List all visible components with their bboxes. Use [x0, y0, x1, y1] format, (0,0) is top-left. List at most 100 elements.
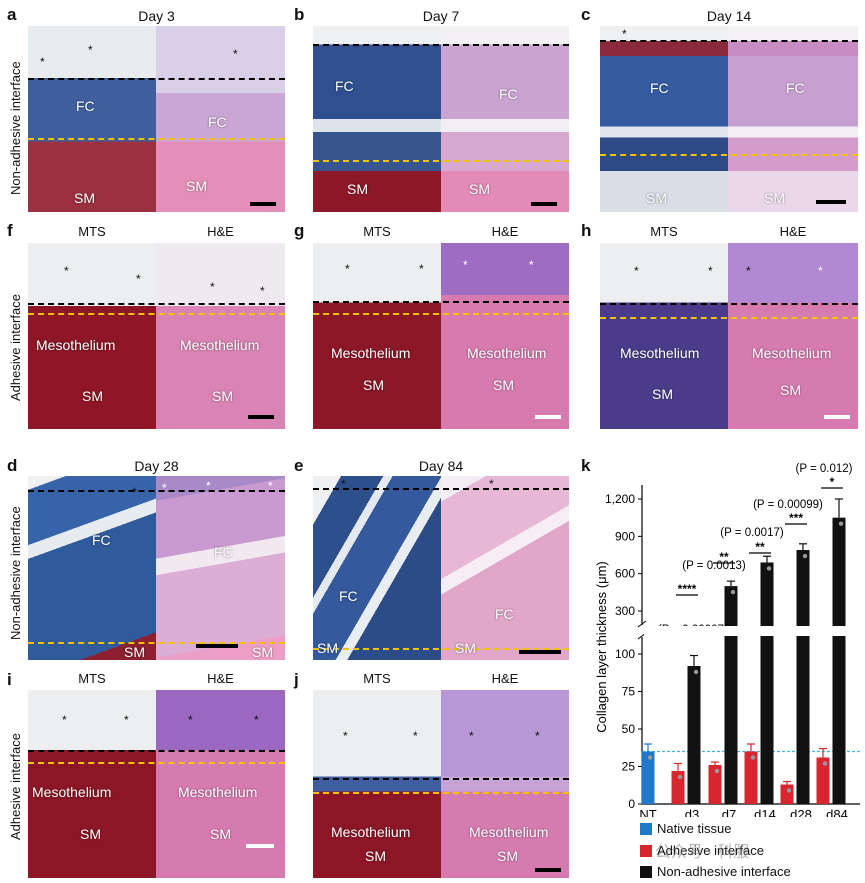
star-mark: *	[233, 47, 238, 61]
histology-image-a: * * * FC FC SM SM	[28, 26, 285, 212]
legend-swatch-native	[640, 823, 652, 835]
histology-image-i: * * * * Mesothelium Mesothelium SM SM	[28, 690, 285, 878]
scale-bar	[519, 650, 561, 654]
sm-label: SM	[363, 377, 384, 393]
histology-image-j: * * * * Mesothelium Mesothelium SM SM	[313, 690, 569, 878]
stain-label-he-j: H&E	[491, 671, 519, 686]
histology-image-h: * * * * Mesothelium Mesothelium SM SM	[600, 243, 858, 429]
star-mark: *	[535, 729, 540, 743]
star-mark: *	[413, 729, 418, 743]
row-label-non-adhesive-top: Non-adhesive interface	[8, 61, 23, 195]
panel-title-c: Day 14	[706, 8, 752, 24]
sm-label: SM	[493, 377, 514, 393]
stain-label-mts-j: MTS	[363, 671, 391, 686]
fc-label: FC	[92, 532, 111, 548]
star-mark: *	[469, 729, 474, 743]
scale-bar	[246, 844, 274, 848]
sm-label: SM	[212, 388, 233, 404]
fc-label: FC	[76, 98, 95, 114]
star-mark: *	[708, 264, 713, 278]
star-mark: *	[136, 272, 141, 286]
data-point	[822, 761, 828, 766]
sm-label: SM	[780, 382, 801, 398]
mesothelium-label: Mesothelium	[178, 784, 258, 800]
sm-label: SM	[252, 644, 273, 660]
stain-label-he-i: H&E	[207, 671, 234, 686]
data-point	[693, 669, 699, 675]
sm-label: SM	[347, 181, 368, 197]
data-point	[802, 553, 808, 559]
sm-label: SM	[82, 388, 103, 404]
sm-label: SM	[124, 644, 145, 660]
stain-label-mts-f: MTS	[78, 224, 106, 239]
panel-letter-g: g	[294, 221, 305, 240]
mesothelium-label: Mesothelium	[467, 345, 547, 361]
fc-label: FC	[335, 78, 354, 94]
data-point	[766, 566, 772, 571]
star-mark: *	[622, 27, 627, 41]
histology-image-g: * * * * Mesothelium Mesothelium SM SM	[313, 243, 569, 429]
panel-letter-a: a	[7, 5, 17, 24]
star-mark: *	[32, 477, 37, 491]
panel-letter-f: f	[7, 221, 13, 240]
stain-label-he-f: H&E	[207, 224, 234, 239]
panel-letter-e: e	[294, 456, 304, 475]
sm-label: SM	[80, 826, 101, 842]
star-mark: *	[341, 477, 346, 491]
bar-nonadhesive-d84	[832, 517, 846, 804]
sm-label: SM	[652, 386, 673, 402]
scale-bar	[196, 644, 238, 648]
fc-label: FC	[339, 588, 358, 604]
star-mark: *	[162, 481, 167, 495]
scale-bar	[816, 200, 846, 204]
significance-stars: *	[830, 475, 835, 489]
star-mark: *	[88, 43, 93, 57]
fc-label: FC	[214, 544, 233, 560]
panel-letter-c: c	[581, 5, 591, 24]
histology-image-c: * FC FC SM SM	[600, 26, 858, 212]
data-point	[838, 521, 844, 526]
fc-label: FC	[495, 606, 514, 622]
mesothelium-label: Mesothelium	[180, 337, 260, 353]
x-tick-label: d14	[754, 807, 776, 817]
legend-swatch-adhesive	[640, 845, 652, 857]
fc-label: FC	[499, 86, 518, 102]
panel-title-e: Day 84	[418, 458, 464, 474]
star-mark: *	[206, 479, 211, 493]
legend-label-nonadhesive: Non-adhesive interface	[657, 864, 791, 879]
x-tick-label: d84	[826, 807, 848, 817]
data-point	[730, 589, 736, 595]
significance-stars: **	[719, 550, 729, 564]
panel-letter-i: i	[7, 670, 12, 689]
bar-adhesive-d28	[780, 784, 794, 804]
panel-letter-h: h	[581, 221, 592, 240]
mesothelium-label: Mesothelium	[469, 824, 549, 840]
stain-label-mts-h: MTS	[650, 224, 678, 239]
mesothelium-label: Mesothelium	[36, 337, 116, 353]
mesothelium-label: Mesothelium	[620, 345, 700, 361]
scale-bar	[250, 202, 276, 206]
star-mark: *	[124, 713, 129, 727]
legend-label-adhesive: Adhesive interface	[657, 843, 764, 858]
y-tick-label: 25	[622, 760, 636, 774]
y-tick-label: 900	[615, 529, 635, 543]
sm-label: SM	[646, 190, 667, 206]
row-label-adhesive-top: Adhesive interface	[8, 294, 23, 401]
star-mark: *	[419, 262, 424, 276]
data-point	[750, 755, 756, 760]
sm-label: SM	[317, 640, 338, 656]
axis-break-gap	[644, 626, 862, 636]
scale-bar	[535, 868, 561, 872]
panel-letter-k: k	[581, 456, 591, 475]
scale-bar	[248, 415, 274, 419]
watermark: 公众号 · 科服	[655, 844, 750, 861]
mesothelium-label: Mesothelium	[331, 824, 411, 840]
y-tick-label: 300	[615, 604, 635, 618]
sm-label: SM	[365, 848, 386, 864]
y-tick-label: 0	[628, 797, 635, 811]
bar-adhesive-d3	[671, 771, 685, 804]
p-value-label: (P = 0.0017)	[720, 527, 784, 539]
legend-swatch-nonadhesive	[640, 866, 652, 878]
panel-letter-j: j	[294, 670, 299, 689]
histology-image-e: * * FC FC SM SM	[313, 476, 569, 660]
